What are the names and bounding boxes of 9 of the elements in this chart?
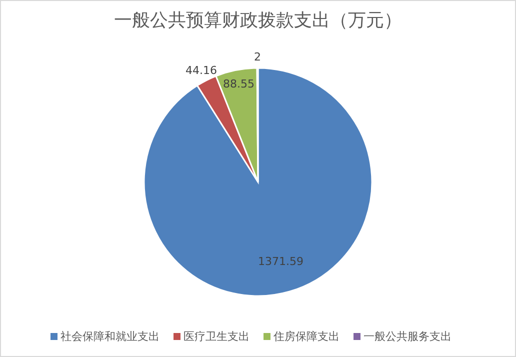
legend-label: 住房保障支出 (274, 330, 340, 343)
legend-label: 一般公共服务支出 (364, 330, 452, 343)
legend-label: 社会保障和就业支出 (60, 330, 160, 343)
data-label: 2 (254, 50, 261, 64)
data-label: 88.55 (223, 78, 255, 91)
legend-label: 医疗卫生支出 (184, 330, 250, 343)
chart-title: 一般公共预算财政拨款支出（万元） (114, 10, 402, 31)
data-label: 1371.59 (258, 254, 304, 268)
data-label: 44.16 (185, 64, 217, 78)
